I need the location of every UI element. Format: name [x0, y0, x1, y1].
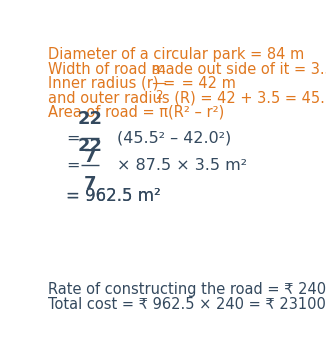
Text: Width of road made out side of it = 3.5 m: Width of road made out side of it = 3.5 …: [48, 62, 326, 77]
Text: Area of road = π(R² – r²): Area of road = π(R² – r²): [48, 105, 225, 120]
Text: 84: 84: [152, 64, 167, 77]
Text: = 42 m: = 42 m: [177, 76, 236, 91]
Text: 7: 7: [84, 176, 96, 193]
Text: = 962.5 m²: = 962.5 m²: [66, 187, 161, 205]
Text: 22: 22: [78, 137, 102, 155]
Text: Diameter of a circular park = 84 m: Diameter of a circular park = 84 m: [48, 47, 304, 62]
Text: Total cost = ₹ 962.5 × 240 = ₹ 231000: Total cost = ₹ 962.5 × 240 = ₹ 231000: [48, 297, 326, 312]
Text: =: =: [66, 131, 80, 146]
Text: = 962.5 m²: = 962.5 m²: [66, 187, 161, 205]
Text: Inner radius (r) =: Inner radius (r) =: [48, 76, 180, 91]
Text: =: =: [66, 158, 80, 173]
Text: Rate of constructing the road = ₹ 240 per m²: Rate of constructing the road = ₹ 240 pe…: [48, 282, 326, 297]
Text: 2: 2: [155, 89, 163, 102]
Text: × 87.5 × 3.5 m²: × 87.5 × 3.5 m²: [117, 158, 246, 173]
Text: 7: 7: [84, 148, 96, 166]
Text: 22: 22: [78, 110, 102, 128]
Text: (45.5² – 42.0²): (45.5² – 42.0²): [117, 131, 231, 146]
Text: and outer radius (R) = 42 + 3.5 = 45.5 m: and outer radius (R) = 42 + 3.5 = 45.5 m: [48, 90, 326, 105]
